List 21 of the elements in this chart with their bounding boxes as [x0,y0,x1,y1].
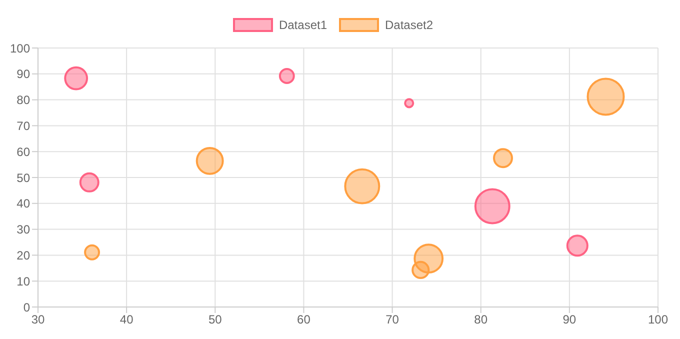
y-tick-label: 100 [10,41,30,56]
legend-label: Dataset1 [278,18,327,32]
x-tick-label: 40 [120,312,134,327]
y-tick-label: 0 [23,300,30,314]
y-tick-label: 50 [16,170,30,185]
y-tick-label: 30 [16,222,30,237]
y-tick-label: 80 [16,93,30,108]
y-tick-label: 20 [16,248,30,262]
y-tick-label: 10 [16,274,30,288]
y-tick-label: 40 [16,196,30,211]
x-tick-label: 90 [562,312,576,327]
x-tick-label: 60 [297,312,311,327]
y-tick-label: 90 [16,67,30,82]
x-tick-label: 100 [648,312,668,327]
x-tick-label: 50 [208,312,222,327]
y-tick-label: 70 [16,118,30,133]
x-tick-label: 80 [474,312,488,327]
legend-label: Dataset2 [385,18,434,32]
x-tick-label: 30 [31,312,45,327]
y-tick-label: 60 [16,144,30,159]
x-tick-label: 70 [386,312,400,327]
